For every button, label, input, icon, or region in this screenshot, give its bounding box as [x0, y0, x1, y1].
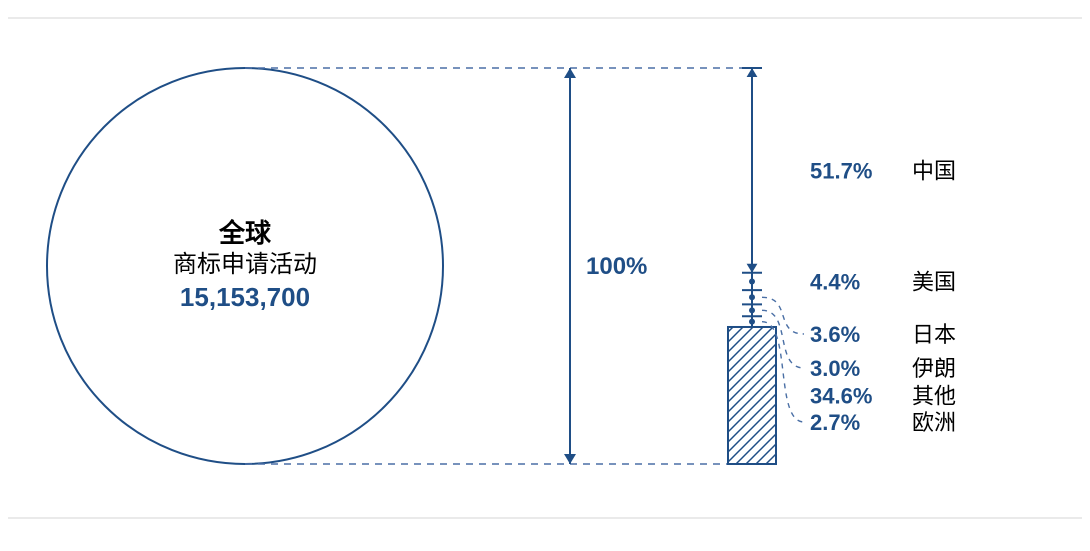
- total-arrow-down: [564, 454, 576, 464]
- circle-value: 15,153,700: [180, 282, 310, 312]
- breakdown-mid-dot: [749, 278, 755, 284]
- breakdown-mid-dot: [749, 319, 755, 325]
- breakdown-percent: 4.4%: [810, 269, 860, 294]
- circle-title: 全球: [218, 218, 272, 248]
- breakdown-mid-dot: [749, 307, 755, 313]
- circle-subtitle: 商标申请活动: [173, 251, 317, 278]
- breakdown-label: 美国: [912, 269, 956, 294]
- breakdown-percent: 3.0%: [810, 356, 860, 381]
- breakdown-label: 日本: [912, 322, 956, 347]
- breakdown-percent: 2.7%: [810, 410, 860, 435]
- breakdown-arrow-up: [747, 68, 758, 77]
- breakdown-label: 欧洲: [912, 410, 956, 435]
- breakdown-arrow-down: [747, 264, 758, 273]
- breakdown-mid-dot: [749, 294, 755, 300]
- breakdown-percent: 51.7%: [810, 158, 872, 183]
- breakdown-label: 伊朗: [912, 356, 956, 381]
- breakdown-percent: 34.6%: [810, 383, 872, 408]
- breakdown-label: 其他: [912, 383, 956, 408]
- breakdown-label: 中国: [912, 158, 956, 183]
- total-arrow-up: [564, 68, 576, 78]
- total-percent-label: 100%: [586, 253, 647, 280]
- breakdown-other-box: [728, 327, 776, 464]
- breakdown-percent: 3.6%: [810, 322, 860, 347]
- trademark-share-chart: 全球商标申请活动 15,153,700 100% 51.7% 中国 4.4% 美国 3.6% 日…: [0, 0, 1090, 551]
